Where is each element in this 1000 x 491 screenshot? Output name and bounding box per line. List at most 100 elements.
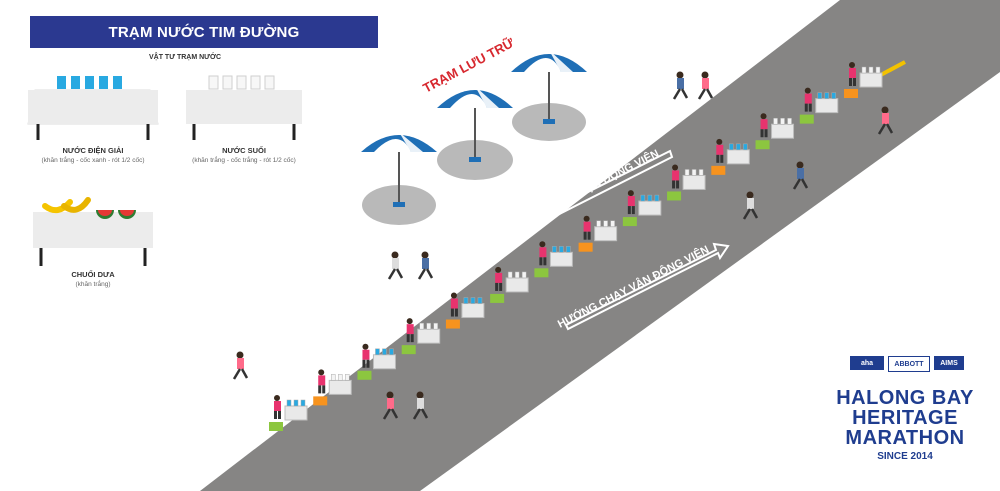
water-station <box>755 113 795 150</box>
logo-line-3: MARATHON <box>845 427 965 449</box>
sponsor-logo: AIMS <box>934 356 964 370</box>
cup <box>514 271 520 279</box>
logo-since: SINCE 2014 <box>877 451 933 462</box>
crate <box>357 370 372 380</box>
crate <box>755 140 770 150</box>
cup <box>293 399 299 407</box>
crate <box>844 89 858 98</box>
runners <box>232 71 894 420</box>
legend-caption-fruit: CHUỐI DƯA (khăn trắng) <box>33 270 153 288</box>
legend-item-desc: (khăn trắng - cốc xanh - rót 1/2 cốc) <box>41 157 145 164</box>
cup <box>684 169 690 176</box>
table <box>284 405 308 421</box>
cup <box>698 169 704 176</box>
volunteer <box>627 190 635 215</box>
supplies-title: VẬT TƯ TRẠM NƯỚC <box>148 54 222 61</box>
event-logo: HALONG BAY HERITAGE MARATHON SINCE 2014 <box>830 388 980 462</box>
legend-item-name: CHUỐI DƯA <box>71 270 115 279</box>
cup <box>419 322 424 330</box>
cup <box>300 399 306 407</box>
runner <box>877 106 894 135</box>
volunteer <box>274 395 281 419</box>
cup <box>344 374 350 381</box>
crate <box>313 396 328 406</box>
runner <box>792 161 809 190</box>
runner <box>697 71 714 100</box>
runner <box>387 251 404 280</box>
legend-item-name: NƯỚC SUỐI <box>222 146 266 155</box>
cup <box>773 117 778 125</box>
cup <box>507 271 513 279</box>
water-station <box>844 62 883 98</box>
water-station <box>490 266 529 303</box>
crate <box>667 191 682 201</box>
cup <box>426 322 431 330</box>
cup <box>868 66 874 74</box>
table <box>815 98 839 114</box>
runner <box>417 251 434 280</box>
table <box>771 123 795 139</box>
storage-label: TRẠM LƯU TRỮ <box>420 35 516 96</box>
runner <box>412 391 429 420</box>
runner <box>742 191 759 220</box>
crate <box>401 345 416 355</box>
water-station <box>357 343 396 380</box>
volunteer <box>495 266 503 291</box>
cup <box>470 297 476 304</box>
cup <box>640 194 646 202</box>
runner <box>672 71 689 100</box>
cup <box>780 117 785 125</box>
volunteer <box>804 87 812 112</box>
cup <box>559 246 564 253</box>
volunteer <box>450 292 458 317</box>
cup <box>861 66 867 74</box>
crate <box>534 268 549 278</box>
cup <box>596 220 601 227</box>
table <box>461 303 485 319</box>
volunteer <box>583 215 591 240</box>
crate <box>445 319 460 329</box>
cup <box>433 322 438 330</box>
table <box>594 226 618 242</box>
table <box>372 354 396 370</box>
cup <box>824 92 830 99</box>
cup <box>610 220 615 227</box>
umbrella <box>361 132 437 225</box>
legend-item-name: NƯỚC ĐIỆN GIẢI <box>62 146 124 155</box>
cup <box>603 220 608 227</box>
crate <box>799 114 814 124</box>
cup <box>831 92 837 99</box>
water-station <box>401 318 441 355</box>
page-title: TRẠM NƯỚC TIM ĐƯỜNG <box>30 16 378 48</box>
crate <box>269 422 283 431</box>
crate <box>711 165 726 175</box>
umbrella <box>437 86 513 180</box>
cup <box>817 92 823 99</box>
water-station-line <box>269 62 883 431</box>
logo-line-2: HERITAGE <box>852 407 958 429</box>
cup <box>691 169 697 176</box>
table <box>549 251 573 267</box>
crate <box>578 242 593 252</box>
cup <box>654 194 660 202</box>
table <box>726 149 750 165</box>
volunteer <box>318 369 326 394</box>
legend-item-desc: (khăn trắng) <box>75 281 111 288</box>
cup <box>389 348 394 356</box>
table <box>505 277 529 293</box>
water-station <box>578 215 618 252</box>
cup <box>382 348 387 356</box>
runner <box>232 351 249 380</box>
volunteer <box>539 241 547 266</box>
cup <box>521 271 527 279</box>
cup <box>463 297 469 304</box>
sponsor-logos: aha ABBOTT AIMS <box>850 356 964 372</box>
cup <box>477 297 483 304</box>
runner <box>382 391 399 420</box>
water-station <box>269 395 308 431</box>
volunteer <box>406 318 414 343</box>
cup <box>647 194 653 202</box>
volunteer <box>760 113 768 138</box>
cup <box>875 66 881 74</box>
